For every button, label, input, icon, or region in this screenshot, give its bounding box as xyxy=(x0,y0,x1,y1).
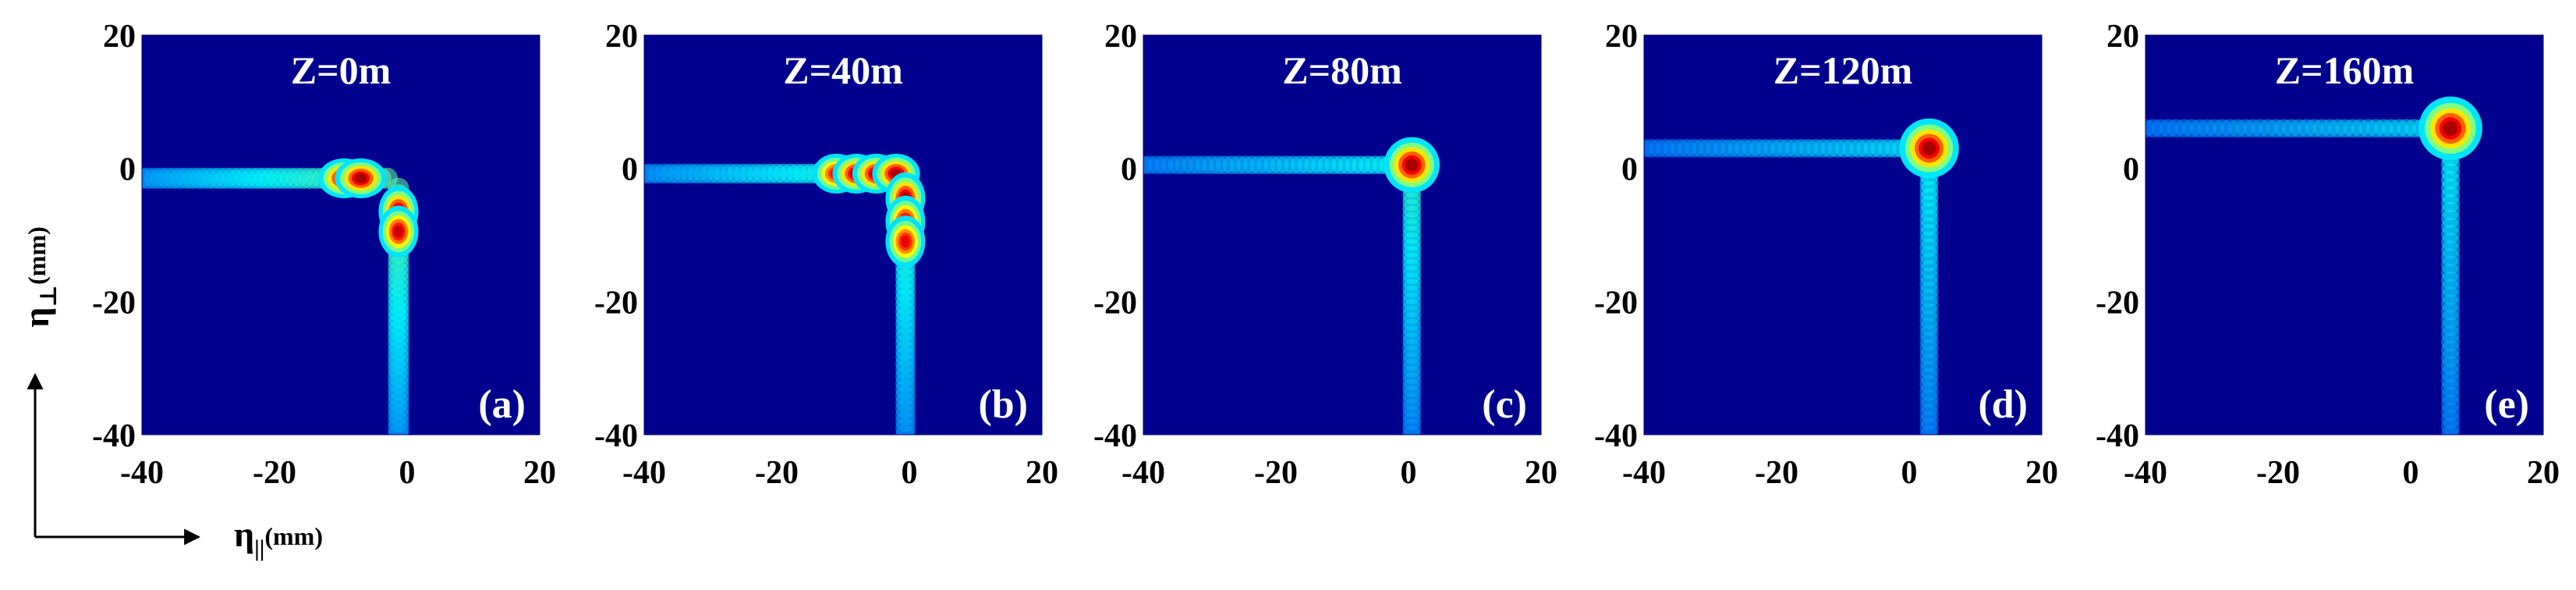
panel-label: (c) xyxy=(1482,382,1527,427)
intensity-peak xyxy=(394,225,403,238)
x-tick-label: 0 xyxy=(1401,455,1417,491)
axis-indicator xyxy=(27,372,201,546)
panel-title: Z=0m xyxy=(291,48,392,92)
heatmap-background xyxy=(1644,35,2042,435)
y-tick-label: -20 xyxy=(1594,285,1638,321)
heatmap-background xyxy=(142,35,540,435)
y-tick-label: 0 xyxy=(1121,152,1137,188)
y-axis-label-unit: (mm) xyxy=(23,226,51,285)
heatmap-content xyxy=(1143,137,1440,435)
y-tick-label: 0 xyxy=(2123,152,2139,188)
x-tick-label: -40 xyxy=(1121,455,1165,491)
y-tick-label: -20 xyxy=(2096,285,2139,321)
y-tick-label: -40 xyxy=(1093,418,1137,454)
x-tick-label: -40 xyxy=(120,455,164,491)
intensity-peak xyxy=(354,173,367,183)
x-tick-label: -20 xyxy=(253,455,296,491)
intensity-peak xyxy=(1922,141,1936,155)
panel-frame xyxy=(141,34,540,435)
heatmap-panel-3: Z=80m (c) -40 -20 0 20 20 0 -20 -40 xyxy=(1093,19,1557,491)
heatmap-content xyxy=(2145,96,2482,435)
x-tick-label: -20 xyxy=(755,455,799,491)
heatmap-background xyxy=(1143,35,1541,435)
x-axis-label-symbol: η xyxy=(234,514,254,554)
intensity-peak xyxy=(900,235,910,248)
svg-text:η||(mm): η||(mm) xyxy=(234,514,323,561)
x-tick-label: -40 xyxy=(2124,455,2167,491)
heatmap-content xyxy=(142,158,419,435)
y-tick-label: -40 xyxy=(2096,418,2139,454)
intensity-peak xyxy=(2443,120,2458,136)
panel-title: Z=80m xyxy=(1282,48,1402,92)
y-tick-label: -20 xyxy=(594,285,638,321)
x-tick-label: 0 xyxy=(399,455,416,491)
heatmap-background xyxy=(644,35,1042,435)
heatmap-background xyxy=(2145,35,2543,435)
heatmap-panel-1: Z=0m (a) -40 -20 0 20 20 0 -20 -40 xyxy=(92,19,556,491)
x-tick-label: -20 xyxy=(1254,455,1298,491)
y-tick-label: 20 xyxy=(103,19,136,55)
x-axis-label-unit: (mm) xyxy=(264,522,323,550)
y-tick-label: -40 xyxy=(92,418,136,454)
panel-title: Z=160m xyxy=(2275,48,2415,92)
x-tick-label: 0 xyxy=(2403,455,2419,491)
y-tick-label: 20 xyxy=(1104,19,1137,55)
y-tick-label: 20 xyxy=(2107,19,2139,55)
x-axis-label: η||(mm) xyxy=(234,514,323,561)
x-tick-label: -40 xyxy=(1622,455,1666,491)
y-axis-label: η⊥(mm) xyxy=(16,226,62,328)
y-tick-label: -40 xyxy=(1594,418,1638,454)
panel-label: (e) xyxy=(2484,382,2529,427)
heatmap-content xyxy=(1644,118,1959,435)
y-tick-label: 0 xyxy=(119,152,136,188)
x-tick-label: 20 xyxy=(1525,455,1557,491)
y-axis-label-symbol: η xyxy=(16,307,56,328)
panel-frame xyxy=(643,34,1043,435)
panels-group: Z=0m (a) -40 -20 0 20 20 0 -20 -40 Z=40m (b) -40 -20 0… xyxy=(92,19,2560,491)
x-tick-label: 0 xyxy=(1901,455,1918,491)
heatmap-panel-5: Z=160m (e) -40 -20 0 20 20 0 -20 -40 xyxy=(2096,19,2560,491)
panel-title: Z=40m xyxy=(783,48,903,92)
y-tick-label: 0 xyxy=(622,152,638,188)
panel-label: (a) xyxy=(478,382,526,427)
y-tick-label: 20 xyxy=(1605,19,1638,55)
heatmap-panel-4: Z=120m (d) -40 -20 0 20 20 0 -20 -40 xyxy=(1594,19,2058,491)
x-tick-label: -20 xyxy=(1755,455,1798,491)
y-tick-label: -40 xyxy=(594,418,638,454)
x-tick-label: 20 xyxy=(1026,455,1058,491)
panel-label: (d) xyxy=(1978,382,2028,427)
y-tick-label: -20 xyxy=(92,285,136,321)
x-axis-label-subscript: || xyxy=(254,535,264,561)
heatmap-panel-2: Z=40m (b) -40 -20 0 20 20 0 -20 -40 xyxy=(594,19,1058,491)
x-tick-label: -20 xyxy=(2256,455,2300,491)
panel-frame xyxy=(2145,34,2544,435)
panel-label: (b) xyxy=(978,382,1028,427)
intensity-peak xyxy=(1405,158,1419,172)
x-tick-label: 20 xyxy=(2527,455,2560,491)
y-tick-label: 0 xyxy=(1621,152,1638,188)
panel-frame xyxy=(1643,34,2043,435)
y-tick-label: -20 xyxy=(1093,285,1137,321)
x-tick-label: 20 xyxy=(2025,455,2058,491)
panel-frame xyxy=(1143,34,1542,435)
panel-title: Z=120m xyxy=(1773,48,1913,92)
y-tick-label: 20 xyxy=(605,19,638,55)
x-tick-label: 20 xyxy=(523,455,556,491)
svg-text:η⊥(mm): η⊥(mm) xyxy=(16,226,62,328)
y-axis-label-subscript: ⊥ xyxy=(36,285,62,307)
heatmap-content xyxy=(644,153,926,435)
x-tick-label: 0 xyxy=(902,455,918,491)
x-tick-label: -40 xyxy=(622,455,666,491)
